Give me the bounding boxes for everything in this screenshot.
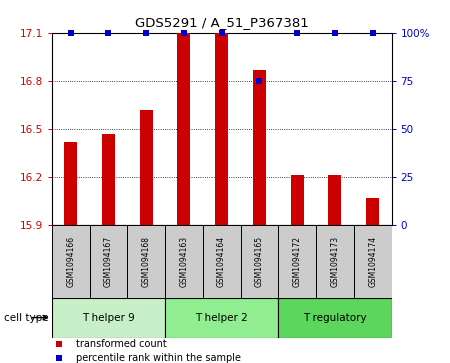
Text: GSM1094163: GSM1094163 xyxy=(180,236,189,287)
Bar xyxy=(253,70,266,225)
Text: percentile rank within the sample: percentile rank within the sample xyxy=(76,353,241,363)
Bar xyxy=(278,225,316,298)
Bar xyxy=(203,225,240,298)
Text: GSM1094174: GSM1094174 xyxy=(368,236,377,287)
Bar xyxy=(165,225,203,298)
Text: GSM1094164: GSM1094164 xyxy=(217,236,226,287)
Text: GSM1094167: GSM1094167 xyxy=(104,236,113,287)
Bar xyxy=(177,33,190,225)
Bar xyxy=(52,298,165,338)
Bar xyxy=(140,110,153,225)
Text: transformed count: transformed count xyxy=(76,339,166,349)
Bar xyxy=(328,175,342,225)
Bar xyxy=(316,225,354,298)
Text: GSM1094173: GSM1094173 xyxy=(330,236,339,287)
Bar xyxy=(52,225,90,298)
Bar xyxy=(215,33,228,225)
Text: cell type: cell type xyxy=(4,313,49,323)
Bar xyxy=(165,298,278,338)
Bar xyxy=(64,142,77,225)
Text: T helper 2: T helper 2 xyxy=(195,313,248,323)
Text: GSM1094168: GSM1094168 xyxy=(142,236,151,287)
Bar xyxy=(354,225,392,298)
Bar xyxy=(127,225,165,298)
Bar xyxy=(102,134,115,225)
Text: GSM1094165: GSM1094165 xyxy=(255,236,264,287)
Text: T regulatory: T regulatory xyxy=(303,313,367,323)
Bar xyxy=(366,198,379,225)
Text: GSM1094166: GSM1094166 xyxy=(66,236,75,287)
Bar xyxy=(291,175,304,225)
Bar xyxy=(240,225,278,298)
Text: GSM1094172: GSM1094172 xyxy=(292,236,302,287)
Bar xyxy=(90,225,127,298)
Bar xyxy=(278,298,392,338)
Title: GDS5291 / A_51_P367381: GDS5291 / A_51_P367381 xyxy=(135,16,309,29)
Text: T helper 9: T helper 9 xyxy=(82,313,135,323)
